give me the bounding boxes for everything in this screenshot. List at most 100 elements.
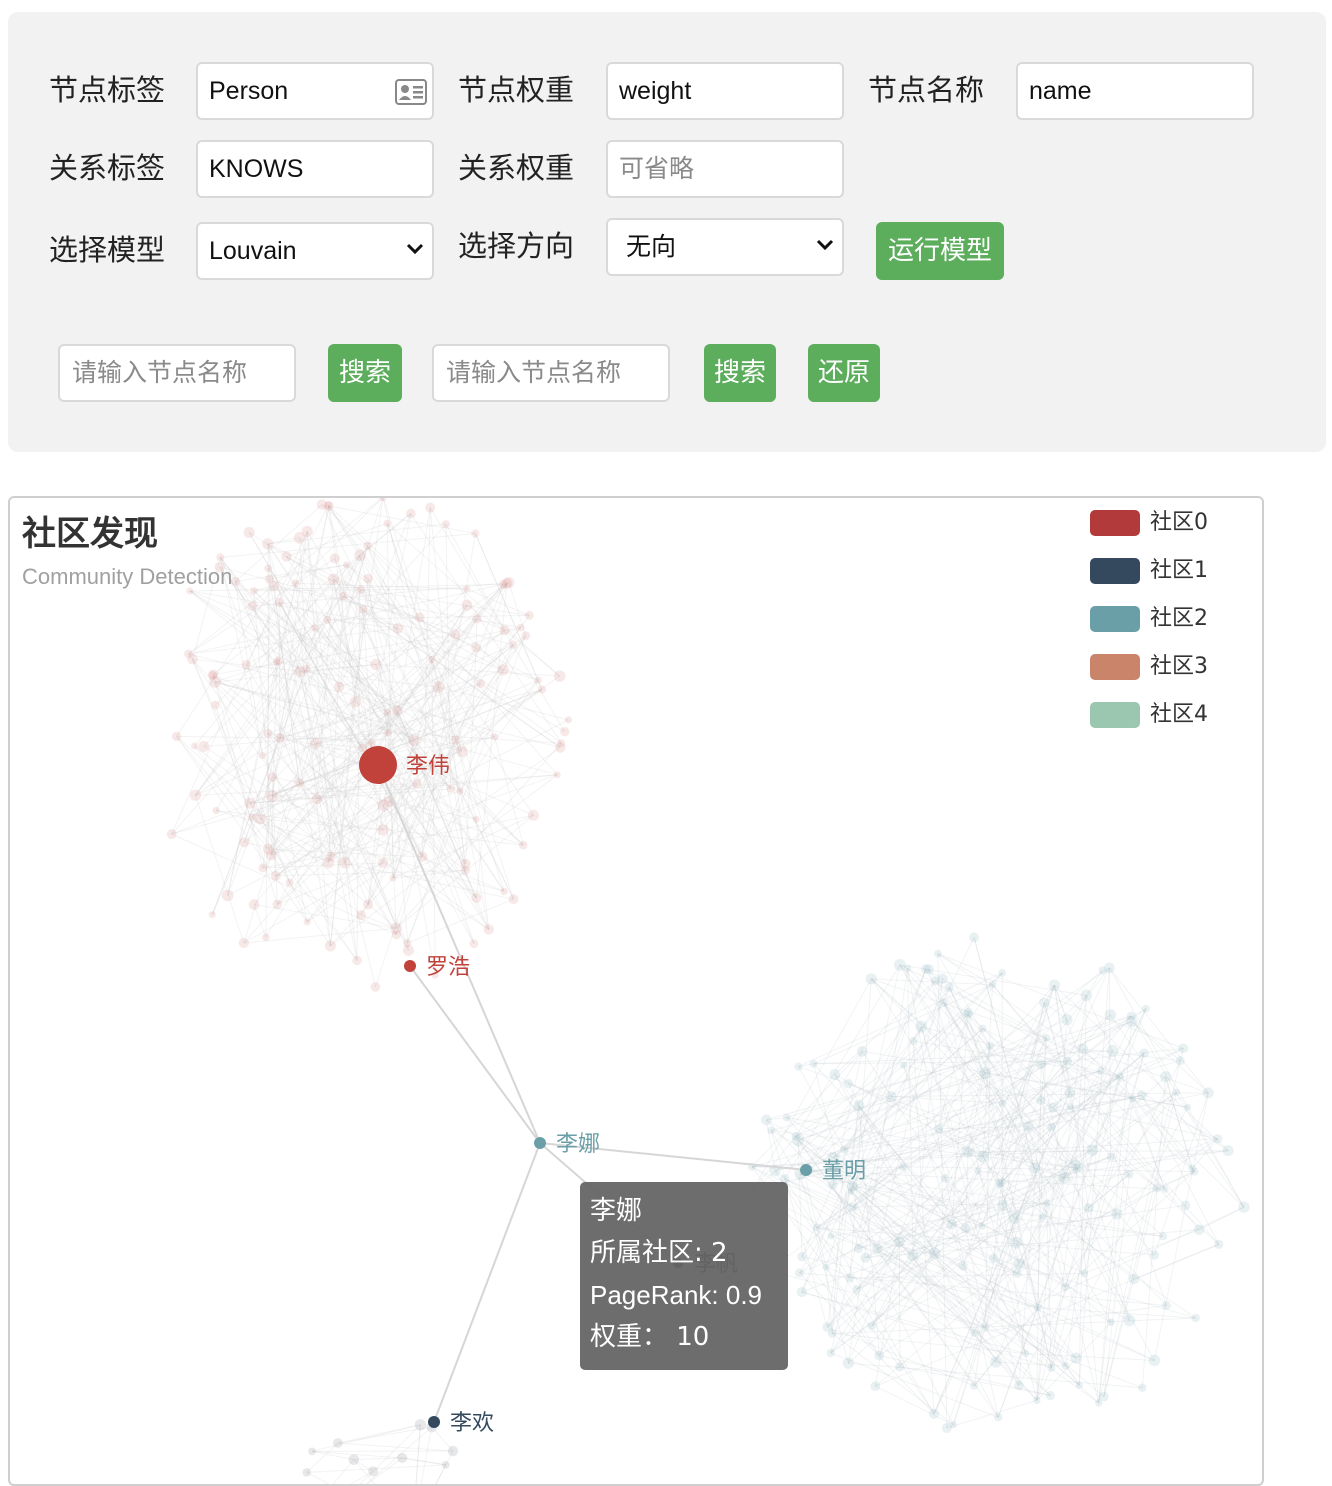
rel-label-input[interactable]: KNOWS <box>196 140 434 198</box>
background-node <box>456 746 468 758</box>
background-node <box>1046 1391 1055 1400</box>
search-button-1[interactable]: 搜索 <box>328 344 402 402</box>
node-tooltip: 李娜 所属社区: 2 PageRank: 0.9 权重： 10 <box>580 1182 788 1370</box>
graph-node[interactable] <box>800 1164 812 1176</box>
background-node <box>998 969 1006 977</box>
background-node <box>797 1287 807 1297</box>
background-edge <box>338 1425 421 1443</box>
background-node <box>995 1179 1004 1188</box>
background-node <box>339 592 348 601</box>
chart-title: 社区发现 <box>22 506 158 555</box>
run-model-button[interactable]: 运行模型 <box>876 222 1004 280</box>
background-node <box>281 551 291 561</box>
background-node <box>500 888 508 896</box>
background-node <box>822 1264 829 1271</box>
background-node <box>1107 1045 1119 1057</box>
background-node <box>308 1447 316 1455</box>
model-select[interactable]: Louvain <box>196 222 434 280</box>
background-node <box>1194 1224 1205 1235</box>
background-node <box>378 800 390 812</box>
background-node <box>1066 1103 1073 1110</box>
background-node <box>1124 1315 1136 1327</box>
background-node <box>844 1079 853 1088</box>
background-node <box>874 1350 884 1360</box>
background-node <box>1036 1059 1046 1069</box>
background-node <box>191 743 198 750</box>
background-node <box>1013 1269 1022 1278</box>
background-node <box>339 857 351 869</box>
background-node <box>1178 1043 1188 1053</box>
background-node <box>456 788 463 795</box>
search-button-2[interactable]: 搜索 <box>704 344 776 402</box>
graph-node[interactable] <box>359 746 397 784</box>
background-node <box>941 1174 950 1183</box>
background-node <box>239 938 249 948</box>
background-node <box>368 1466 378 1476</box>
background-node <box>462 600 473 611</box>
background-node <box>473 816 480 823</box>
background-node <box>190 790 201 801</box>
background-node <box>528 810 539 821</box>
background-node <box>425 503 435 513</box>
graph-node[interactable] <box>404 960 416 972</box>
background-node <box>484 924 494 934</box>
search-input-1[interactable]: 请输入节点名称 <box>58 344 296 402</box>
direction-label: 选择方向 <box>458 218 574 274</box>
background-node <box>397 1453 407 1463</box>
background-node <box>829 1069 840 1080</box>
background-node <box>350 696 361 707</box>
node-name-input[interactable]: name <box>1016 62 1254 120</box>
graph-node[interactable] <box>428 1416 440 1428</box>
node-label-input[interactable]: Person <box>196 62 434 120</box>
background-node <box>463 585 470 592</box>
legend-swatch <box>1090 654 1140 680</box>
background-node <box>813 1224 821 1232</box>
background-node <box>1084 1203 1094 1213</box>
background-node <box>857 1046 868 1057</box>
background-node <box>1184 1104 1191 1111</box>
background-node <box>1097 1067 1105 1075</box>
background-node <box>248 601 258 611</box>
direction-select[interactable]: 无向 <box>606 218 844 276</box>
graph-node[interactable] <box>534 1137 546 1149</box>
background-node <box>783 1114 791 1122</box>
node-weight-input[interactable]: weight <box>606 62 844 120</box>
node-label: 罗浩 <box>426 955 470 980</box>
contact-card-icon[interactable] <box>395 79 427 105</box>
background-node <box>961 1223 971 1233</box>
background-node <box>491 733 498 740</box>
background-node <box>258 864 267 873</box>
background-node <box>239 837 249 847</box>
rel-weight-input[interactable]: 可省略 <box>606 140 844 198</box>
background-node <box>1029 1162 1040 1173</box>
background-node <box>964 1008 973 1017</box>
background-node <box>448 1446 458 1456</box>
search-input-2[interactable]: 请输入节点名称 <box>432 344 670 402</box>
background-node <box>885 1091 896 1102</box>
background-node <box>377 824 389 836</box>
background-node <box>1104 962 1115 973</box>
background-node <box>846 1273 855 1282</box>
background-node <box>1181 1200 1191 1210</box>
background-node <box>262 538 273 549</box>
background-node <box>392 705 402 715</box>
background-node <box>509 894 519 904</box>
background-node <box>989 981 997 989</box>
chart-subtitle: Community Detection <box>22 564 232 590</box>
background-node <box>535 676 542 683</box>
background-node <box>841 1146 848 1153</box>
background-node <box>354 549 366 561</box>
legend-label: 社区2 <box>1150 604 1208 634</box>
background-edge <box>475 534 542 690</box>
reset-button[interactable]: 还原 <box>808 344 880 402</box>
background-node <box>167 829 177 839</box>
background-node <box>442 1461 450 1469</box>
background-node <box>947 1219 957 1229</box>
control-panel: 节点标签 Person 节点权重 weight 节点名称 name 关系标签 K… <box>8 12 1326 452</box>
background-node <box>1115 1072 1124 1081</box>
background-node <box>1126 1016 1137 1027</box>
background-node <box>198 741 209 752</box>
background-edge <box>316 1471 373 1486</box>
background-node <box>292 580 300 588</box>
background-node <box>255 813 266 824</box>
